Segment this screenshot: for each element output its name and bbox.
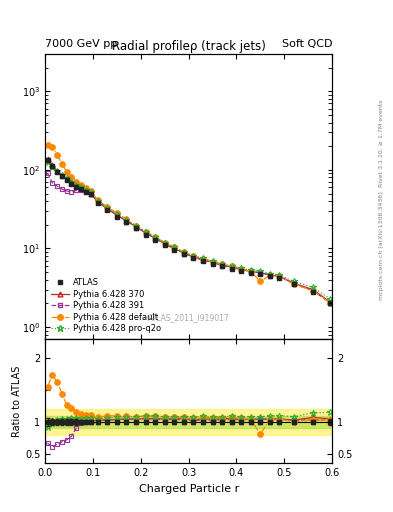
Text: Rivet 3.1.10, ≥ 1.7M events: Rivet 3.1.10, ≥ 1.7M events [379,100,384,187]
Text: ATLAS_2011_I919017: ATLAS_2011_I919017 [148,313,230,322]
Text: 7000 GeV pp: 7000 GeV pp [45,38,118,49]
Bar [45,409,332,435]
Title: Radial profileρ (track jets): Radial profileρ (track jets) [112,39,266,53]
Legend: ATLAS, Pythia 6.428 370, Pythia 6.428 391, Pythia 6.428 default, Pythia 6.428 pr: ATLAS, Pythia 6.428 370, Pythia 6.428 39… [50,277,162,335]
Bar [45,416,332,429]
X-axis label: Charged Particle r: Charged Particle r [138,484,239,494]
Y-axis label: Ratio to ATLAS: Ratio to ATLAS [12,366,22,437]
Text: Soft QCD: Soft QCD [282,38,332,49]
Text: mcplots.cern.ch [arXiv:1306.3436]: mcplots.cern.ch [arXiv:1306.3436] [379,191,384,300]
